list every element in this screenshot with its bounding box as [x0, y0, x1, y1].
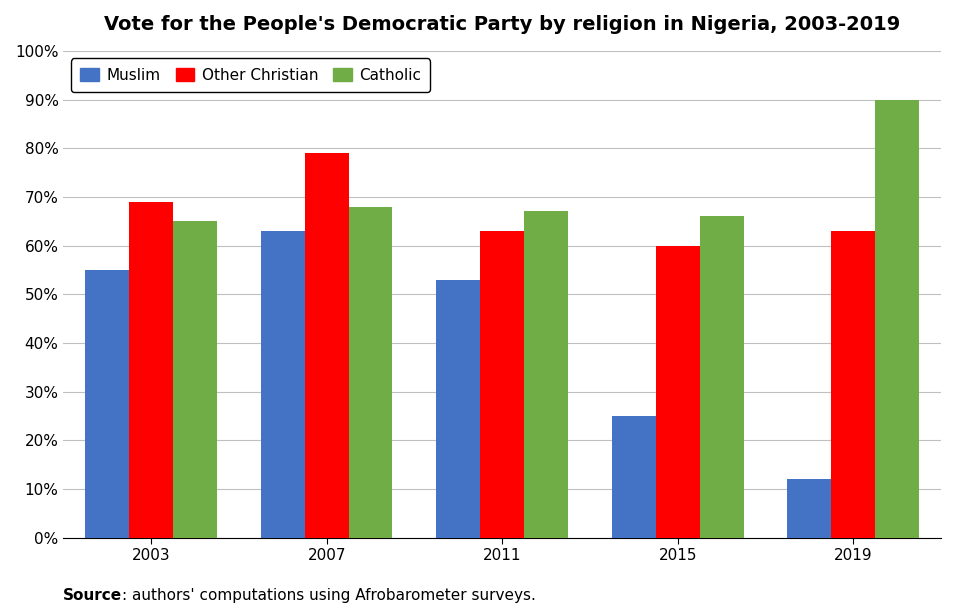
Text: : authors' computations using Afrobarometer surveys.: : authors' computations using Afrobarome… [122, 588, 536, 603]
Bar [129, 202, 173, 538]
Bar [875, 100, 919, 538]
Bar [524, 212, 568, 538]
Title: Vote for the People's Democratic Party by religion in Nigeria, 2003-2019: Vote for the People's Democratic Party b… [104, 15, 901, 34]
Bar [480, 231, 524, 538]
Bar [305, 153, 349, 538]
Bar [173, 221, 217, 538]
Bar [261, 231, 305, 538]
Bar [349, 207, 393, 538]
Bar [788, 479, 832, 538]
Bar [612, 416, 656, 538]
Legend: Muslim, Other Christian, Catholic: Muslim, Other Christian, Catholic [71, 58, 430, 92]
Text: Source: Source [63, 588, 122, 603]
Bar [832, 231, 875, 538]
Bar [85, 270, 129, 538]
Bar [656, 245, 700, 538]
Bar [436, 280, 480, 538]
Bar [700, 216, 744, 538]
